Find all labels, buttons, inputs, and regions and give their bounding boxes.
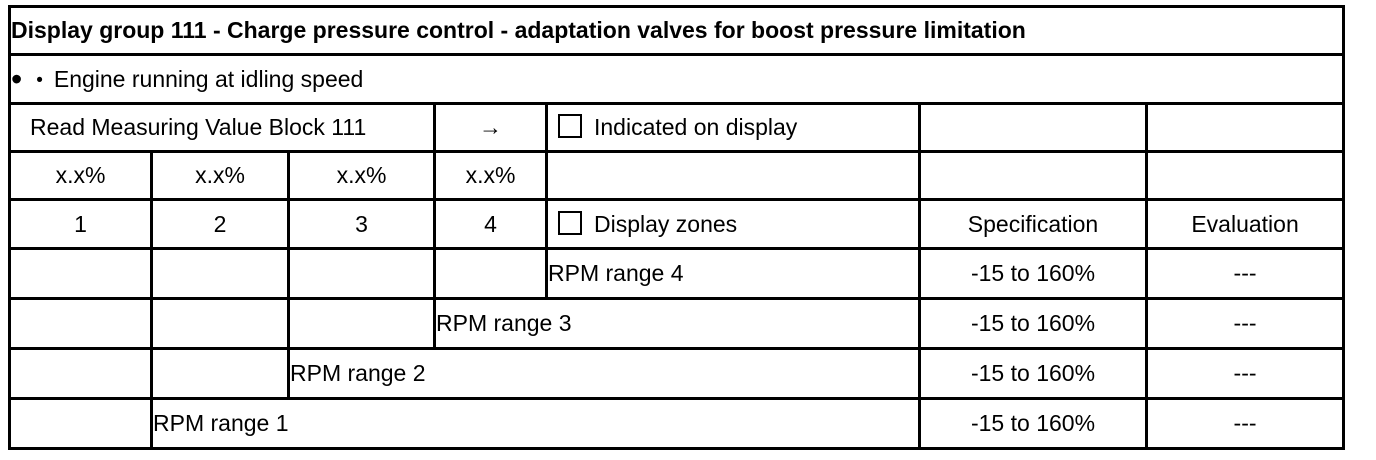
indicated-on-display-label: Indicated on display <box>594 114 798 140</box>
specification-header: Specification <box>918 198 1148 250</box>
indicated-cell: Indicated on display <box>545 102 921 153</box>
measuring-value-block-table: Display group 111 - Charge pressure cont… <box>7 5 1346 450</box>
empty-cell <box>433 247 548 300</box>
zone-number-3: 3 <box>287 198 436 250</box>
condition-text: Engine running at idling speed <box>53 65 364 92</box>
zone-specification: -15 to 160% <box>918 347 1148 400</box>
unit-value-2: x.x% <box>150 150 290 201</box>
zone-row-rpm-range-3: RPM range 3 -15 to 160% --- <box>8 297 1346 350</box>
empty-cell <box>1144 150 1346 201</box>
empty-cell <box>150 297 290 350</box>
zone-row-rpm-range-2: RPM range 2 -15 to 160% --- <box>8 347 1346 400</box>
zone-specification: -15 to 160% <box>918 247 1148 300</box>
empty-cell <box>1144 102 1346 153</box>
zone-label: RPM range 1 <box>150 397 921 450</box>
unit-value-1: x.x% <box>8 150 153 201</box>
display-zones-label: Display zones <box>594 210 738 237</box>
condition-cell: • • Engine running at idling speed <box>7 53 1346 105</box>
zone-evaluation: --- <box>1144 247 1346 300</box>
zone-row-rpm-range-4: RPM range 4 -15 to 160% --- <box>8 247 1346 300</box>
empty-cell <box>918 150 1148 201</box>
unit-value-4: x.x% <box>433 150 548 201</box>
square-icon <box>558 210 582 235</box>
empty-cell <box>8 347 153 400</box>
zone-evaluation: --- <box>1144 397 1346 450</box>
zone-number-4: 4 <box>433 198 548 250</box>
empty-cell <box>287 247 436 300</box>
zone-specification: -15 to 160% <box>918 297 1148 350</box>
zone-row-rpm-range-1: RPM range 1 -15 to 160% --- <box>8 397 1346 450</box>
read-action-label: Read Measuring Value Block 111 <box>8 102 436 153</box>
empty-cell <box>287 297 436 350</box>
empty-cell <box>150 347 290 400</box>
table-title: Display group 111 - Charge pressure cont… <box>7 5 1346 56</box>
empty-cell <box>545 150 921 201</box>
zone-number-2: 2 <box>150 198 290 250</box>
unit-value-3: x.x% <box>287 150 436 201</box>
bullet-icon: • <box>11 60 23 97</box>
title-row: Display group 111 - Charge pressure cont… <box>7 5 1346 56</box>
units-row: x.x% x.x% x.x% x.x% <box>8 150 1346 201</box>
zone-label: RPM range 4 <box>545 247 921 300</box>
condition-row: • • Engine running at idling speed <box>7 53 1346 105</box>
square-icon <box>558 114 582 138</box>
zone-specification: -15 to 160% <box>918 397 1148 450</box>
zone-number-1: 1 <box>8 198 153 250</box>
read-block-row: Read Measuring Value Block 111 → Indicat… <box>8 102 1346 153</box>
zone-evaluation: --- <box>1144 297 1346 350</box>
zone-label: RPM range 3 <box>433 297 921 350</box>
display-zones-cell: Display zones <box>545 198 921 250</box>
empty-cell <box>8 297 153 350</box>
zone-header-row: 1 2 3 4 Display zones Specification Eval… <box>8 198 1346 250</box>
zone-evaluation: --- <box>1144 347 1346 400</box>
empty-cell <box>150 247 290 300</box>
empty-cell <box>8 247 153 300</box>
arrow-right-icon: → <box>433 102 548 153</box>
evaluation-header: Evaluation <box>1144 198 1346 250</box>
zone-label: RPM range 2 <box>287 347 921 400</box>
sub-bullet-icon: • <box>36 69 43 91</box>
empty-cell <box>8 397 153 450</box>
empty-cell <box>918 102 1148 153</box>
